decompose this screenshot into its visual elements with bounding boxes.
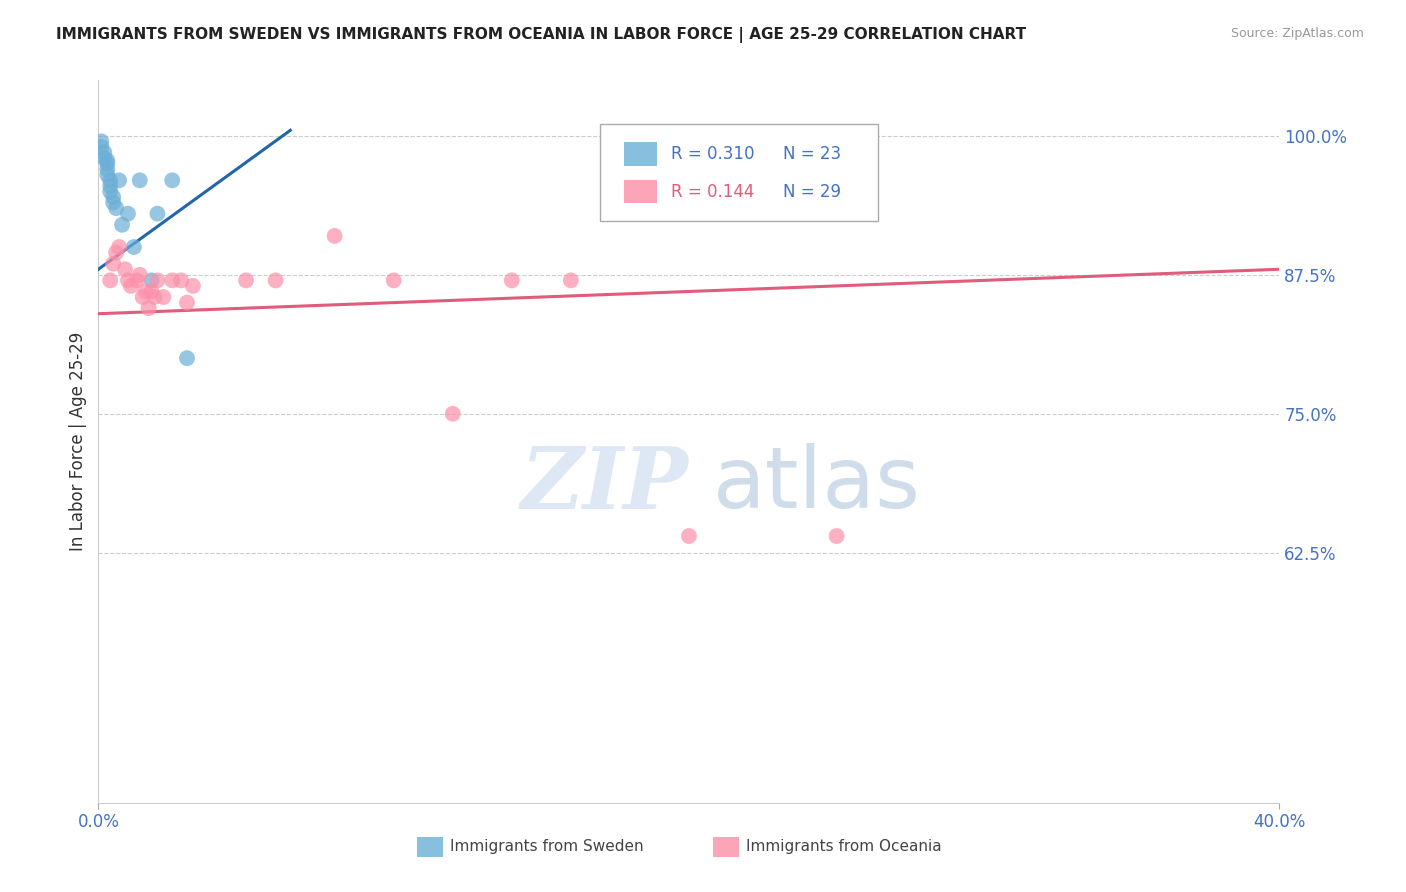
Point xyxy=(825,529,848,543)
Point xyxy=(560,273,582,287)
Point xyxy=(93,145,115,160)
Point xyxy=(141,285,163,299)
Point xyxy=(98,273,121,287)
Point xyxy=(90,140,112,154)
Point xyxy=(323,228,346,243)
Point xyxy=(146,207,169,221)
Point xyxy=(93,151,115,165)
Bar xyxy=(624,180,657,203)
Text: ZIP: ZIP xyxy=(522,443,689,526)
Point xyxy=(105,201,128,215)
Text: IMMIGRANTS FROM SWEDEN VS IMMIGRANTS FROM OCEANIA IN LABOR FORCE | AGE 25-29 COR: IMMIGRANTS FROM SWEDEN VS IMMIGRANTS FRO… xyxy=(56,27,1026,43)
Point xyxy=(122,240,145,254)
Point xyxy=(176,295,198,310)
Point xyxy=(105,245,128,260)
Point xyxy=(135,285,157,299)
Text: atlas: atlas xyxy=(713,443,921,526)
Point xyxy=(108,240,131,254)
Point xyxy=(96,156,118,170)
Point xyxy=(146,273,169,287)
Point xyxy=(103,257,125,271)
Point xyxy=(382,273,405,287)
Point xyxy=(128,268,150,282)
Point xyxy=(162,273,183,287)
Point xyxy=(114,262,136,277)
Point xyxy=(125,273,148,287)
Text: Immigrants from Sweden: Immigrants from Sweden xyxy=(450,839,644,855)
Point xyxy=(143,290,166,304)
Point xyxy=(90,135,112,149)
Bar xyxy=(418,837,443,857)
Point xyxy=(501,273,523,287)
Point xyxy=(108,173,131,187)
Point xyxy=(264,273,287,287)
Text: R = 0.144: R = 0.144 xyxy=(671,183,755,201)
Point xyxy=(98,173,121,187)
Point xyxy=(117,207,139,221)
Point xyxy=(96,162,118,177)
Point xyxy=(120,279,142,293)
Point xyxy=(138,301,160,315)
Point xyxy=(170,273,193,287)
Text: N = 23: N = 23 xyxy=(783,145,842,163)
Point xyxy=(152,290,174,304)
Point xyxy=(98,178,121,193)
Text: Immigrants from Oceania: Immigrants from Oceania xyxy=(745,839,941,855)
Text: Source: ZipAtlas.com: Source: ZipAtlas.com xyxy=(1230,27,1364,40)
Point xyxy=(103,190,125,204)
Text: N = 29: N = 29 xyxy=(783,183,841,201)
Point xyxy=(235,273,257,287)
Point xyxy=(132,290,155,304)
Point xyxy=(128,173,150,187)
Point xyxy=(103,195,125,210)
Bar xyxy=(624,143,657,166)
Point xyxy=(98,185,121,199)
Point xyxy=(141,273,163,287)
Point xyxy=(441,407,464,421)
Point xyxy=(117,273,139,287)
Point xyxy=(96,153,118,168)
Point xyxy=(176,351,198,366)
Point xyxy=(678,529,700,543)
Point xyxy=(96,168,118,182)
Point xyxy=(181,279,204,293)
Y-axis label: In Labor Force | Age 25-29: In Labor Force | Age 25-29 xyxy=(69,332,87,551)
FancyBboxPatch shape xyxy=(600,124,877,221)
Text: R = 0.310: R = 0.310 xyxy=(671,145,755,163)
Point xyxy=(162,173,183,187)
Point xyxy=(111,218,134,232)
Bar xyxy=(713,837,738,857)
